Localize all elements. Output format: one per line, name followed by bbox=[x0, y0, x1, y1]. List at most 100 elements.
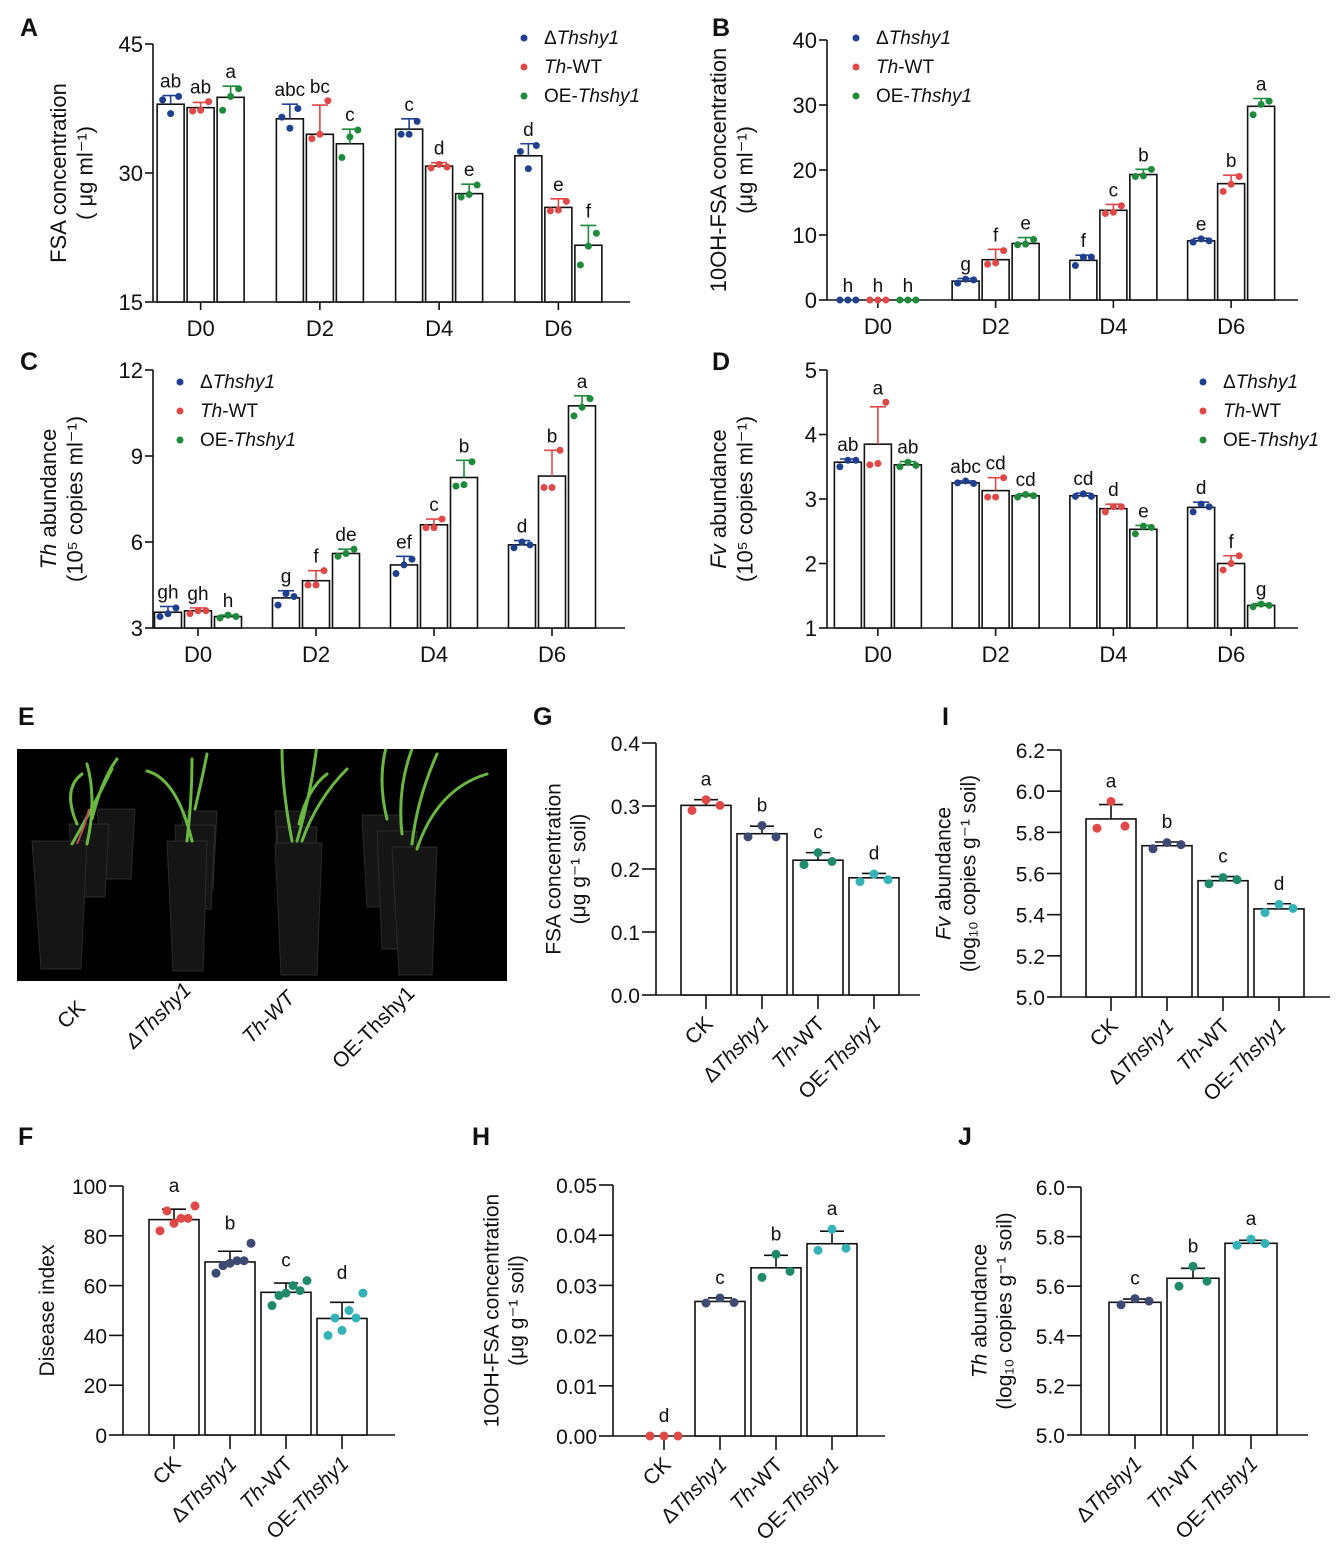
data-point bbox=[586, 395, 594, 403]
data-point bbox=[274, 601, 282, 609]
bar bbox=[148, 1218, 200, 1436]
significance-letter: h bbox=[223, 591, 234, 612]
data-point bbox=[342, 549, 350, 557]
y-tick-label: 5.0 bbox=[1036, 1425, 1065, 1448]
data-point bbox=[562, 197, 570, 205]
data-point bbox=[866, 461, 874, 469]
significance-letter: f bbox=[313, 547, 319, 568]
pot-group-ck bbox=[31, 808, 136, 970]
data-point bbox=[294, 105, 302, 112]
data-point bbox=[687, 805, 697, 815]
significance-letter: b bbox=[1162, 812, 1173, 833]
significance-letter: cd bbox=[1073, 469, 1093, 490]
bar bbox=[305, 133, 335, 303]
data-point bbox=[274, 1291, 284, 1301]
plant-leaves bbox=[69, 742, 489, 851]
y-axis-unit: ( μg ml⁻¹) bbox=[72, 126, 97, 220]
bar bbox=[1129, 173, 1158, 301]
data-point bbox=[1257, 100, 1265, 108]
chart-G: 0.00.10.20.30.4aCKbΔThshy1cTh-WTdOE-Thsh… bbox=[542, 733, 920, 1104]
data-point bbox=[1260, 1239, 1270, 1249]
chart-J: 5.05.25.45.65.86.0cΔThshy1bTh-WTaOE-Thsh… bbox=[968, 1177, 1308, 1544]
data-point bbox=[904, 458, 912, 466]
y-axis-unit: (10⁵ copies ml⁻¹) bbox=[732, 416, 757, 582]
x-tick-label: CK bbox=[149, 1452, 186, 1489]
significance-letter: ab bbox=[160, 72, 181, 93]
y-tick-label: 1 bbox=[805, 616, 817, 641]
x-tick-label: CK bbox=[1086, 1014, 1123, 1051]
x-tick-label: D6 bbox=[1217, 314, 1245, 339]
chart-H: 0.000.010.020.030.040.05dCKcΔThshy1bTh-W… bbox=[480, 1175, 885, 1545]
y-axis-label: Disease index bbox=[36, 1244, 59, 1376]
data-point bbox=[1147, 165, 1155, 173]
data-point bbox=[1000, 247, 1008, 255]
x-tick-label: D0 bbox=[184, 642, 212, 667]
bar bbox=[1069, 494, 1098, 629]
y-tick-label: 0.03 bbox=[556, 1275, 597, 1298]
significance-letter: c bbox=[281, 1251, 291, 1272]
bar bbox=[1197, 879, 1249, 998]
legend-marker bbox=[852, 34, 860, 42]
data-point bbox=[844, 456, 852, 464]
photo-label-delta-thshy1: ΔThshy1 bbox=[121, 978, 196, 1054]
y-axis-label: Th abundance (10⁵ copies ml⁻¹) bbox=[36, 416, 87, 582]
data-point bbox=[1219, 566, 1227, 574]
bar bbox=[1186, 506, 1216, 629]
data-point bbox=[841, 1243, 851, 1253]
data-point bbox=[1130, 1294, 1140, 1304]
significance-letter: d bbox=[517, 517, 528, 538]
data-point bbox=[232, 1256, 242, 1266]
y-tick-label: 6.0 bbox=[1016, 781, 1045, 804]
legend-marker bbox=[520, 34, 528, 42]
data-point bbox=[164, 610, 172, 618]
data-point bbox=[286, 124, 294, 132]
bar bbox=[156, 103, 185, 303]
data-point bbox=[1265, 601, 1273, 609]
data-point bbox=[452, 482, 460, 490]
data-point bbox=[813, 848, 823, 858]
significance-letter: c bbox=[1109, 180, 1119, 201]
data-point bbox=[1188, 1261, 1198, 1271]
bar bbox=[1011, 242, 1040, 301]
data-point bbox=[405, 130, 413, 138]
bar bbox=[331, 552, 361, 629]
data-point bbox=[197, 106, 205, 114]
data-point bbox=[290, 592, 298, 600]
data-point bbox=[427, 164, 435, 172]
y-axis-title: 10OH-FSA concentration bbox=[706, 48, 731, 293]
y-tick-label: 0 bbox=[805, 288, 817, 313]
data-point bbox=[1117, 202, 1125, 210]
data-point bbox=[344, 1306, 354, 1315]
data-point bbox=[584, 242, 592, 250]
significance-letter: b bbox=[547, 426, 558, 447]
data-point bbox=[592, 229, 600, 237]
bar bbox=[335, 142, 365, 303]
significance-letter: e bbox=[1196, 214, 1207, 235]
significance-letter: ab bbox=[897, 438, 918, 459]
data-point bbox=[1218, 873, 1228, 883]
data-point bbox=[516, 148, 524, 155]
data-point bbox=[532, 141, 540, 149]
y-axis-title: Th abundance bbox=[36, 429, 61, 570]
y-tick-label: 12 bbox=[119, 358, 143, 383]
data-point bbox=[278, 113, 286, 121]
data-point bbox=[1022, 240, 1030, 248]
data-point bbox=[1022, 490, 1030, 498]
y-axis-title: Th abundance bbox=[968, 1244, 991, 1378]
y-tick-label: 20 bbox=[84, 1375, 107, 1398]
y-tick-label: 6 bbox=[131, 530, 143, 555]
bar bbox=[1129, 528, 1158, 629]
x-tick-label: CK bbox=[681, 1012, 718, 1049]
data-point bbox=[1087, 253, 1095, 261]
bar bbox=[863, 443, 893, 629]
data-point bbox=[1204, 879, 1214, 889]
data-point bbox=[771, 1249, 781, 1259]
bar bbox=[1099, 507, 1128, 629]
data-point bbox=[350, 545, 358, 553]
y-tick-label: 60 bbox=[84, 1276, 107, 1299]
panel-label-D: D bbox=[712, 348, 731, 376]
data-point bbox=[1116, 1300, 1126, 1310]
y-tick-label: 3 bbox=[805, 487, 817, 512]
data-point bbox=[912, 296, 920, 304]
